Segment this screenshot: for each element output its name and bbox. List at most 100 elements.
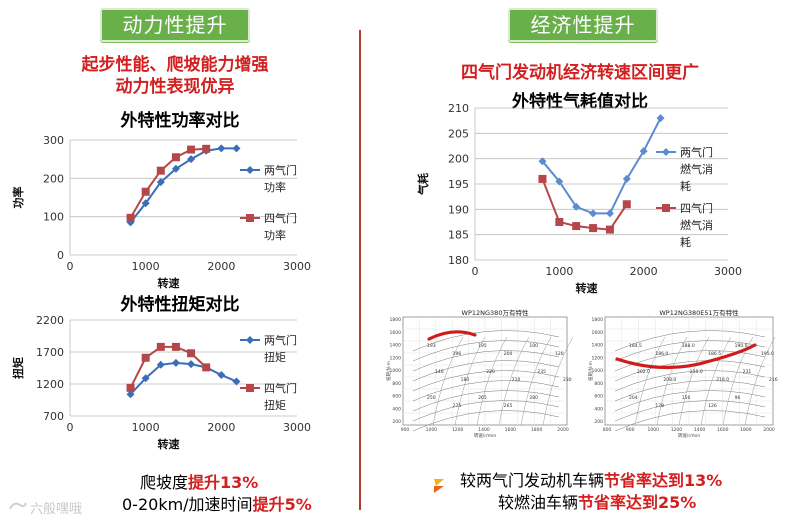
map-contour-label: 275 [453, 403, 462, 409]
map-contour-label: 200 [504, 351, 513, 357]
map-y-tick: 200 [594, 419, 603, 425]
map-contour-label: 180 [461, 377, 470, 383]
map-contour [412, 390, 560, 412]
map-contour-label: 156 [682, 395, 691, 401]
map-contour-label: 250 [427, 395, 436, 401]
legend-label: 燃气消 [680, 218, 713, 232]
map-contour-label: 140 [435, 369, 444, 375]
map-x-tick: 1200 [452, 427, 464, 433]
legend-label: 扭矩 [264, 398, 286, 412]
power-footer-2-highlight: 提升5% [252, 495, 312, 514]
map-x-tick: 1400 [478, 427, 490, 433]
map-contour [722, 336, 754, 426]
map-x-tick: 1000 [648, 427, 660, 433]
power-footer-1-text: 爬坡度 [140, 473, 189, 492]
map-contour [614, 390, 766, 412]
y-tick-label: 0 [57, 249, 64, 262]
map-contour [634, 336, 666, 426]
map-contour [412, 400, 560, 422]
data-point-diamond [141, 199, 150, 208]
x-axis-title: 转速 [158, 276, 180, 290]
map-y-tick: 200 [392, 419, 401, 425]
map-x-tick: 1400 [694, 427, 706, 433]
map-contour [614, 330, 766, 352]
y-tick-label: 185 [448, 229, 469, 242]
x-tick-label: 0 [67, 421, 74, 434]
map-x-tick: 1600 [505, 427, 517, 433]
map-contour-label: 216 [769, 377, 778, 383]
map-y-tick: 800 [392, 381, 401, 387]
map-x-tick: 800 [603, 427, 612, 433]
map-y-tick: 1000 [592, 368, 604, 374]
map-contour-label: 265 [504, 403, 513, 409]
map-contour-label: 202.0 [637, 369, 650, 375]
economy-headline: 四气门发动机经济转速区间更广 [461, 63, 699, 83]
map-contour-label: 208.0 [663, 377, 676, 383]
map-wp12ng380e51: WP12NG380E51万有特性 1800 1600 1400 1200 1000 800 6… [587, 307, 779, 439]
watermark-logo-icon [9, 502, 27, 510]
y-tick-label: 180 [448, 254, 469, 267]
map-y-tick: 1800 [592, 317, 604, 323]
economy-footer-line-2: 较燃油车辆节省率达到25% [498, 489, 696, 513]
gas-chart-title: 外特性气耗值对比 [512, 92, 648, 112]
map-y-tick: 1200 [592, 355, 604, 361]
map-y-tick: 1400 [390, 343, 402, 349]
y-tick-label: 100 [43, 211, 64, 224]
map-contour-label: 184.5 [629, 343, 642, 349]
x-tick-label: 0 [472, 265, 479, 278]
data-point-square [141, 187, 150, 196]
data-point-diamond [126, 390, 135, 399]
data-point-square [555, 218, 564, 226]
map-contour [412, 410, 560, 432]
x-tick-label: 1000 [545, 265, 573, 278]
map-contour [412, 340, 560, 362]
data-point-square [572, 222, 581, 231]
map-x-tick: 1000 [426, 427, 438, 433]
legend-marker [662, 148, 670, 156]
map-contour [412, 360, 560, 382]
map-x-tick: 900 [401, 427, 410, 433]
map-contour-label: 235 [537, 369, 546, 375]
map-contour [476, 336, 508, 426]
x-tick-label: 3000 [283, 421, 311, 434]
legend-label: 耗 [680, 180, 691, 193]
map-contour-label: 196 [453, 351, 462, 357]
map-economic-zone [427, 330, 477, 341]
legend-marker [246, 336, 254, 344]
data-point-diamond [622, 174, 631, 183]
y-tick-label: 700 [43, 410, 64, 423]
map-y-tick: 1000 [390, 368, 402, 374]
map-x-tick: 1800 [531, 427, 543, 433]
power-footer-line-1: 爬坡度提升13% [140, 469, 258, 493]
map-wp12ng380: WP12NG380万有特性 1800 1600 1400 1200 1000 800 600 4… [385, 307, 573, 439]
map-contour [542, 336, 573, 426]
map-contour [520, 336, 552, 426]
data-point-square [126, 213, 135, 222]
map-y-tick: 1200 [390, 355, 402, 361]
map-contour [412, 350, 560, 372]
map-y-tick: 1400 [592, 343, 604, 349]
power-headline-1: 起步性能、爬坡能力增强 [81, 55, 269, 75]
map-contour [454, 336, 486, 426]
data-point-diamond [171, 164, 180, 173]
economy-footer-1-text: 较两气门发动机车辆 [460, 471, 605, 490]
map-contour-label: 230 [563, 377, 572, 383]
economy-footer-1-highlight: 节省率达到13% [604, 471, 723, 490]
map-x-tick: 2000 [763, 427, 775, 433]
map-contour-label: 210 [512, 377, 521, 383]
map-y-tick: 400 [594, 406, 603, 412]
watermark-text: 六般嘿哦 [30, 502, 83, 517]
y-axis-title: 扭矩 [11, 357, 25, 379]
gas-chart-svg: 180 185 190 195 200 205 210 0 1000 2000 3000 转速 气耗 两气… [416, 102, 742, 295]
tab-power: 动力性提升 [100, 8, 250, 42]
y-axis-title: 功率 [11, 187, 25, 209]
data-point-diamond [639, 147, 648, 156]
map-contour-label: 190.0 [735, 343, 748, 349]
legend-label: 功率 [264, 228, 286, 242]
map-x-tick: 1600 [717, 427, 729, 433]
legend-label: 功率 [264, 180, 286, 194]
data-point-diamond [656, 114, 665, 123]
legend-label: 四气门 [264, 211, 297, 225]
map-wp12ng380e51-svg: WP12NG380E51万有特性 1800 1600 1400 1200 1000 800 6… [587, 308, 778, 439]
